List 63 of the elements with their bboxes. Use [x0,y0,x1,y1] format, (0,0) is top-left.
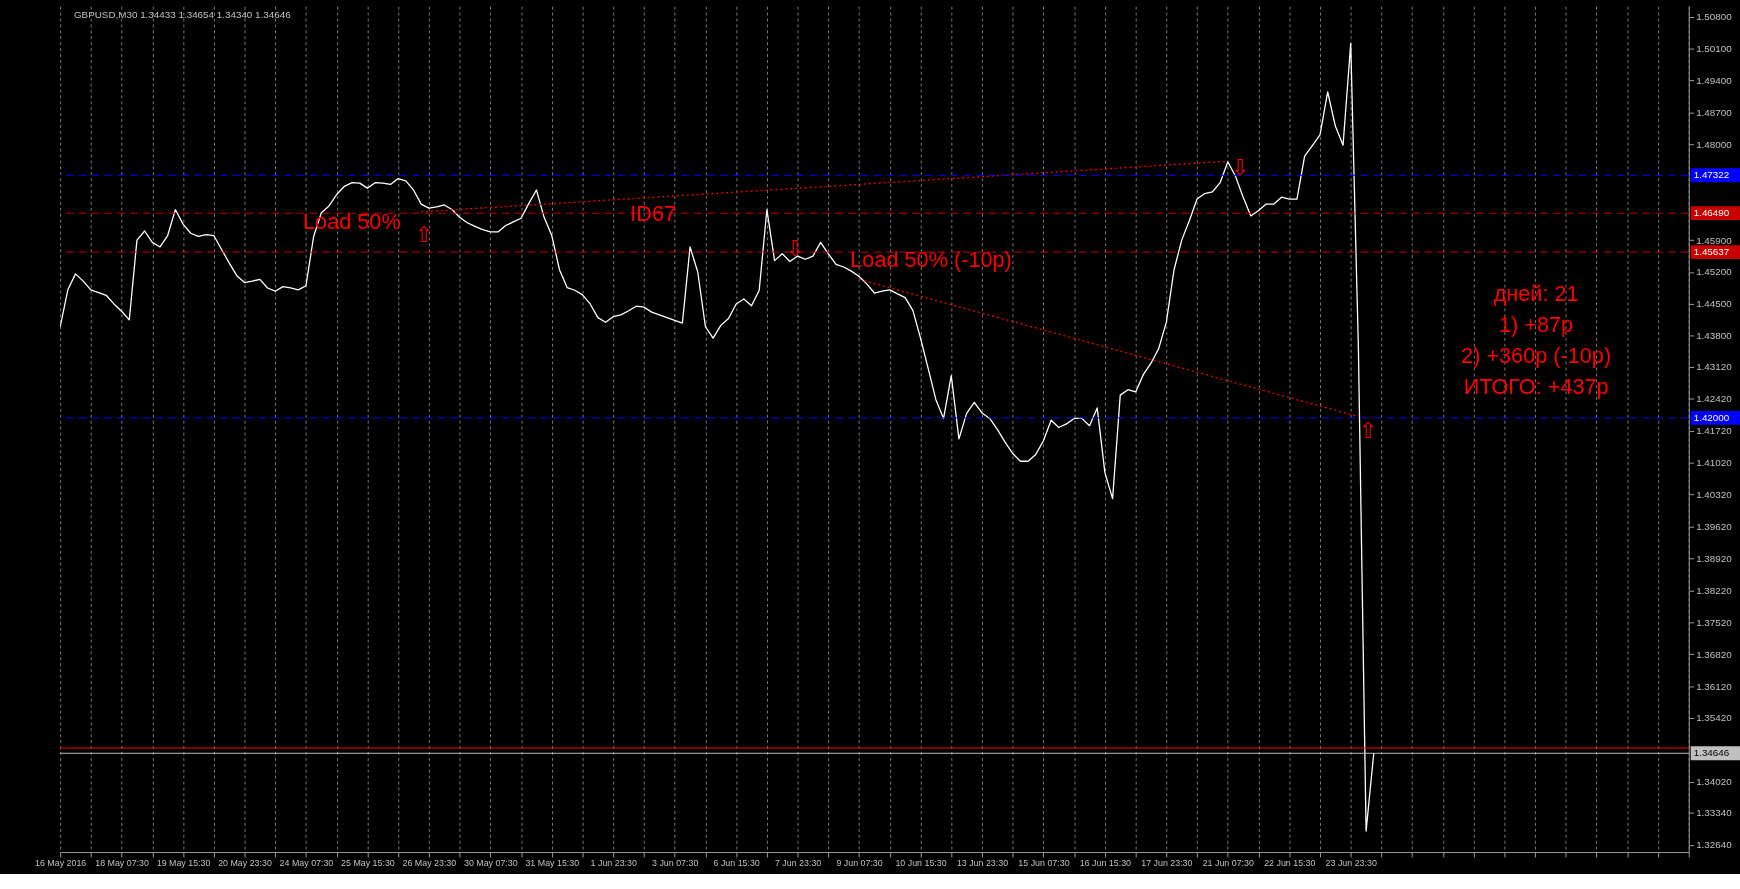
y-tick-label: 1.36820 [1696,648,1733,660]
line-series [60,42,1375,832]
x-tick-label: 21 Jun 07:30 [1202,858,1254,869]
annotation: ⇧ [1359,417,1378,443]
y-tick-label: 1.45900 [1696,234,1733,246]
x-tick-label: 24 May 07:30 [279,858,334,869]
y-tick-label: 1.44500 [1696,298,1733,310]
annotation: ⇩ [1230,154,1249,180]
ref-line-label: 1.45637 [1693,246,1730,258]
y-tick-label: 1.38220 [1696,584,1733,596]
annotation: ID67 [630,201,677,227]
x-tick-label: 26 May 23:30 [402,858,457,869]
y-tick-label: 1.39620 [1696,520,1733,532]
y-tick-label: 1.40320 [1696,489,1733,500]
annotation: Load 50% (-10p) [850,246,1012,272]
annotation: ИТОГО: +437p [1463,373,1609,399]
y-tick-label: 1.41020 [1696,457,1733,469]
x-tick-label: 13 Jun 23:30 [956,858,1009,869]
x-tick-label: 16 Jun 15:30 [1079,858,1132,869]
y-tick-label: 1.41720 [1696,425,1733,437]
x-tick-label: 9 Jun 07:30 [836,858,883,869]
y-tick-label: 1.50800 [1696,11,1733,23]
y-tick-label: 1.48000 [1696,138,1733,150]
x-tick-label: 19 May 15:30 [156,858,211,869]
ref-line-label: 1.47322 [1693,169,1730,181]
x-tick-label: 18 May 07:30 [95,858,149,869]
y-tick-label: 1.33340 [1696,807,1733,819]
x-tick-label: 16 May 2016 [35,858,87,869]
annotation: ⇩ [786,235,805,261]
x-tick-label: 10 Jun 15:30 [895,858,947,869]
x-tick-label: 22 Jun 15:30 [1264,858,1316,869]
chart-title: GBPUSD,M30 1.34433 1.34654 1.34340 1.34646 [73,9,292,21]
annotation: 2) +360p (-10p) [1461,343,1612,369]
x-tick-label: 25 May 15:30 [341,858,395,869]
annotation: 1) +87p [1499,311,1574,337]
y-tick-label: 1.36120 [1696,680,1733,692]
x-tick-label: 3 Jun 07:30 [652,858,699,869]
x-tick-label: 15 Jun 07:30 [1018,858,1070,869]
y-tick-label: 1.45200 [1696,266,1733,278]
x-tick-label: 30 May 07:30 [463,858,518,869]
x-tick-label: 1 Jun 23:30 [590,858,637,869]
y-tick-label: 1.35420 [1696,712,1733,724]
y-tick-label: 1.50100 [1696,43,1733,55]
x-tick-label: 7 Jun 23:30 [774,858,822,869]
annotation: дней: 21 [1493,280,1579,306]
y-tick-label: 1.37520 [1696,616,1733,628]
y-tick-label: 1.49400 [1696,74,1733,86]
x-tick-label: 23 Jun 23:30 [1325,858,1377,869]
ref-line-label: 1.46490 [1693,207,1730,219]
ref-line-label: 1.34646 [1693,747,1730,759]
y-tick-label: 1.38920 [1696,552,1733,564]
y-tick-label: 1.48700 [1696,106,1733,118]
x-tick-label: 6 Jun 15:30 [713,858,760,869]
x-tick-label: 31 May 15:30 [525,858,580,869]
x-tick-label: 20 May 23:30 [218,858,272,869]
x-tick-label: 17 Jun 23:30 [1141,858,1193,869]
y-tick-label: 1.42420 [1696,393,1733,405]
y-tick-label: 1.43120 [1696,361,1733,373]
y-tick-label: 1.43800 [1696,330,1733,342]
y-tick-label: 1.32640 [1696,839,1733,851]
y-tick-label: 1.34020 [1696,776,1733,788]
annotation: ⇧ [415,221,434,247]
ref-line-label: 1.42000 [1693,411,1730,423]
